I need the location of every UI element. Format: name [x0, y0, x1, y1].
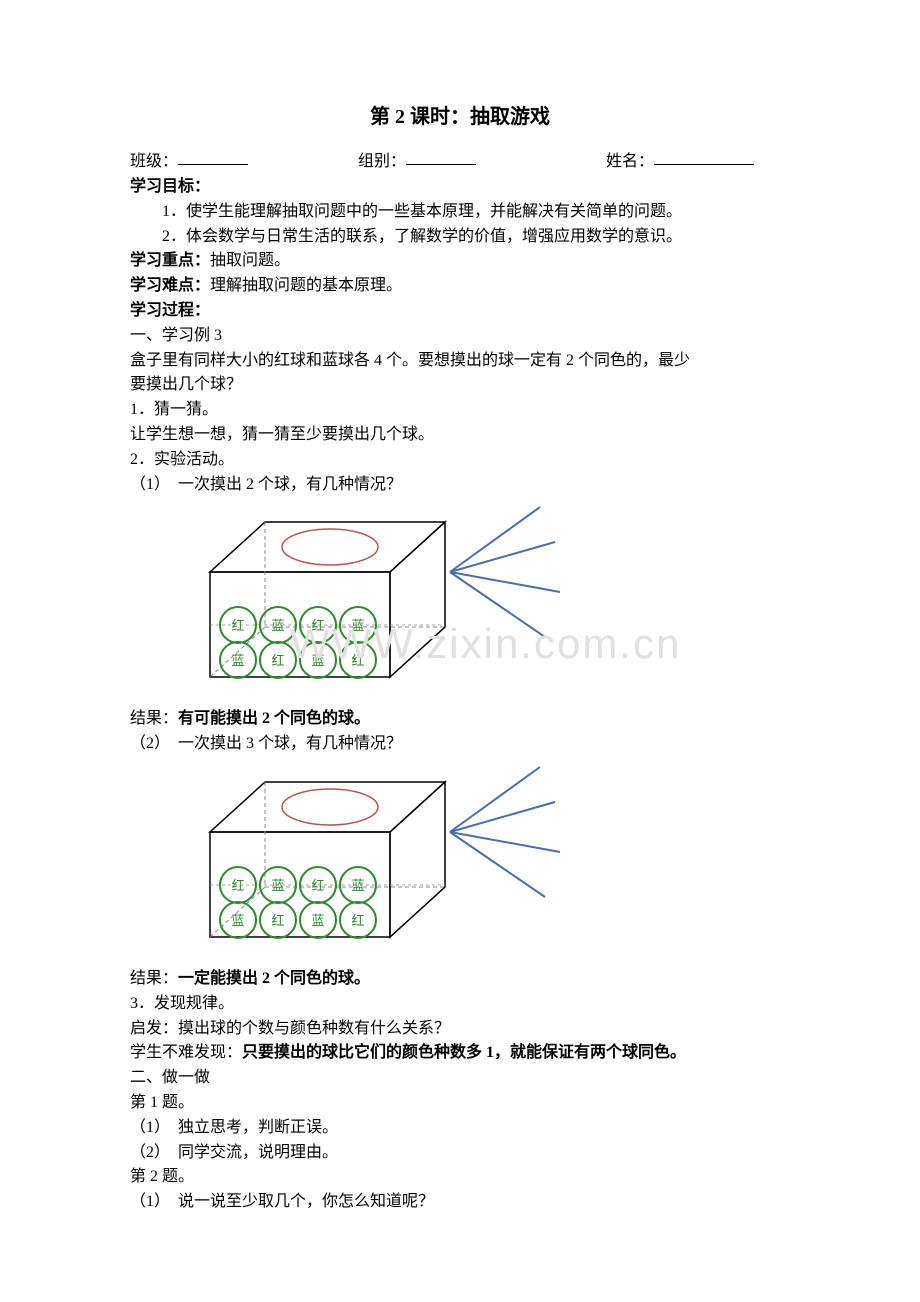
- result1-row: 结果：有可能摸出 2 个同色的球。: [130, 707, 790, 732]
- svg-text:蓝: 蓝: [231, 653, 244, 668]
- part1-title: 一、学习例 3: [130, 324, 790, 349]
- q1-1: （1） 独立思考，判断正误。: [130, 1116, 790, 1141]
- result2-row: 结果：一定能摸出 2 个同色的球。: [130, 967, 790, 992]
- exp2-text: （2） 一次摸出 3 个球，有几种情况？: [130, 732, 790, 757]
- svg-text:蓝: 蓝: [351, 618, 364, 633]
- group-blank: [406, 147, 476, 165]
- class-blank: [178, 147, 248, 165]
- svg-text:红: 红: [311, 878, 324, 893]
- svg-text:蓝: 蓝: [351, 878, 364, 893]
- part2-title: 二、做一做: [130, 1066, 790, 1091]
- name-label: 姓名：: [606, 147, 654, 171]
- q1-2: （2） 同学交流，说明理由。: [130, 1141, 790, 1166]
- group-label: 组别：: [358, 147, 406, 171]
- difficulty-text: 理解抽取问题的基本原理。: [210, 277, 402, 294]
- diagram-2: 红蓝红蓝蓝红蓝红: [190, 762, 590, 962]
- guess-title: 1．猜一猜。: [130, 398, 790, 423]
- svg-text:红: 红: [231, 878, 244, 893]
- svg-text:蓝: 蓝: [311, 913, 324, 928]
- form-row: 班级： 组别： 姓名：: [130, 147, 790, 171]
- q2-title: 第 2 题。: [130, 1165, 790, 1190]
- svg-text:蓝: 蓝: [271, 878, 284, 893]
- process-heading: 学习过程：: [130, 299, 790, 324]
- box-diagram-svg: 红蓝红蓝蓝红蓝红: [190, 502, 590, 702]
- objective-1: 1．使学生能理解抽取问题中的一些基本原理，并能解决有关简单的问题。: [130, 200, 790, 225]
- guess-text: 让学生想一想，猜一猜至少要摸出几个球。: [130, 423, 790, 448]
- exp1-text: （1） 一次摸出 2 个球，有几种情况？: [130, 473, 790, 498]
- rule-find-prefix: 学生不难发现：: [130, 1044, 242, 1061]
- example-text-2: 要摸出几个球？: [130, 373, 790, 398]
- difficulty-row: 学习难点：理解抽取问题的基本原理。: [130, 274, 790, 299]
- name-blank: [654, 147, 754, 165]
- svg-text:蓝: 蓝: [271, 618, 284, 633]
- rule-find-text: 只要摸出的球比它们的颜色种数多 1，就能保证有两个球同色。: [242, 1044, 686, 1061]
- class-label: 班级：: [130, 147, 178, 171]
- svg-text:蓝: 蓝: [311, 653, 324, 668]
- diagram-1: 红蓝红蓝蓝红蓝红: [190, 502, 590, 702]
- result2-text: 一定能摸出 2 个同色的球。: [178, 970, 370, 987]
- result1-label: 结果：: [130, 710, 178, 727]
- focus-label: 学习重点：: [130, 252, 210, 269]
- q1-title: 第 1 题。: [130, 1091, 790, 1116]
- result1-text: 有可能摸出 2 个同色的球。: [178, 710, 370, 727]
- box-diagram-svg-2: 红蓝红蓝蓝红蓝红: [190, 762, 590, 962]
- objective-2: 2．体会数学与日常生活的联系，了解数学的价值，增强应用数学的意识。: [130, 225, 790, 250]
- q2-1: （1） 说一说至少取几个，你怎么知道呢？: [130, 1190, 790, 1215]
- focus-row: 学习重点：抽取问题。: [130, 249, 790, 274]
- svg-text:红: 红: [351, 653, 364, 668]
- result2-label: 结果：: [130, 970, 178, 987]
- page-title: 第 2 课时：抽取游戏: [130, 100, 790, 129]
- example-text-1: 盒子里有同样大小的红球和蓝球各 4 个。要想摸出的球一定有 2 个同色的，最少: [130, 349, 790, 374]
- rule-find-row: 学生不难发现：只要摸出的球比它们的颜色种数多 1，就能保证有两个球同色。: [130, 1041, 790, 1066]
- rule-prompt: 启发：摸出球的个数与颜色种数有什么关系？: [130, 1017, 790, 1042]
- svg-text:红: 红: [231, 618, 244, 633]
- rule-title: 3．发现规律。: [130, 992, 790, 1017]
- svg-text:红: 红: [351, 913, 364, 928]
- objectives-heading: 学习目标：: [130, 175, 790, 200]
- svg-text:红: 红: [271, 653, 284, 668]
- difficulty-label: 学习难点：: [130, 277, 210, 294]
- experiment-title: 2．实验活动。: [130, 448, 790, 473]
- focus-text: 抽取问题。: [210, 252, 290, 269]
- svg-text:蓝: 蓝: [231, 913, 244, 928]
- svg-text:红: 红: [311, 618, 324, 633]
- svg-text:红: 红: [271, 913, 284, 928]
